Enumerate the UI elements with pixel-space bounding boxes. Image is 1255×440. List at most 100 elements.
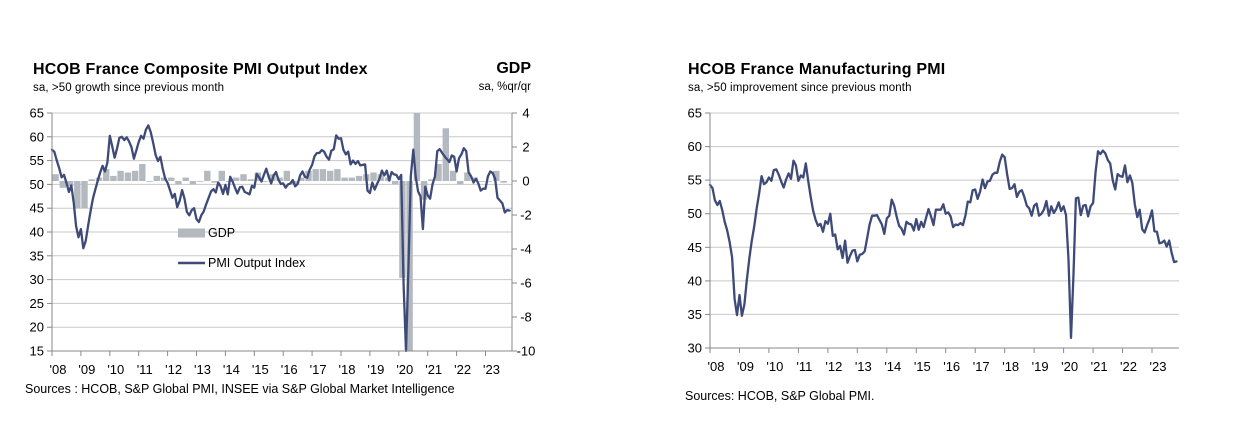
- gdp-axis-title: GDP: [496, 60, 531, 77]
- chart-title: HCOB France Manufacturing PMI: [688, 61, 946, 78]
- x-axis-tick-label: '19: [1032, 359, 1049, 374]
- y-axis-tick-label: 30: [30, 272, 44, 287]
- gdp-bar: [110, 175, 117, 181]
- gdp-bar: [283, 170, 290, 181]
- gdp-bar: [464, 172, 471, 181]
- legend: GDP PMI Output Index: [178, 226, 306, 270]
- gdp-bar: [449, 170, 457, 181]
- chart-subtitle: sa, >50 improvement since previous month: [688, 82, 912, 94]
- x-axis-tick-label: '15: [914, 359, 931, 374]
- gdp-bar: [103, 169, 110, 181]
- x-axis-tick-label: '15: [252, 362, 269, 377]
- x-axis-tick-label: '09: [737, 359, 754, 374]
- x-axis-tick-label: '10: [107, 362, 124, 377]
- gdp-bar: [139, 164, 146, 181]
- x-axis-tick-label: '20: [396, 362, 413, 377]
- composite-pmi-plot: 15 20 25 30 35 40 45 50 55 60 65 -10 -8 -6 -4 -2 0 2 4 '08 '…: [30, 106, 536, 378]
- x-axis-tick-label: '09: [78, 362, 95, 377]
- manufacturing-pmi-plot: 30 35 40 45 50 55 60 65 '08 '09 '10 '11 '12 '13 '14 '15…: [688, 106, 1179, 374]
- y-axis-tick-label: 40: [688, 273, 702, 288]
- y-axis-tick-label: 55: [688, 173, 702, 188]
- x-axis-tick-label: '11: [796, 359, 812, 374]
- gdp-bar: [392, 181, 399, 185]
- gdp-bar: [261, 181, 269, 182]
- y-axis-tick-label: 65: [688, 106, 702, 121]
- x-axis-tick-label: '10: [766, 359, 783, 374]
- chart-title: HCOB France Composite PMI Output Index: [33, 61, 368, 78]
- pmi-line-group: [50, 124, 511, 353]
- gdp-bar: [211, 181, 218, 183]
- pmi-line: [50, 124, 511, 353]
- right-axis-tick-label: -6: [520, 276, 532, 291]
- y-axis-tick-label: 20: [30, 320, 44, 335]
- gdp-bar: [334, 169, 341, 181]
- x-axis-tick-label: '17: [310, 362, 327, 377]
- gdp-bar: [355, 175, 363, 181]
- legend-label: PMI Output Index: [208, 256, 306, 270]
- x-axis-tick-label: '08: [50, 362, 67, 377]
- right-axis-tick-label: -4: [520, 242, 532, 257]
- y-axis-tick-label: 65: [30, 106, 44, 121]
- y-axis-tick-label: 25: [30, 296, 44, 311]
- x-axis-tick-label: '16: [281, 362, 298, 377]
- legend-item-gdp: GDP: [178, 226, 235, 240]
- gdp-bar: [500, 181, 507, 183]
- gdp-bar: [413, 113, 421, 181]
- gdp-bar: [319, 169, 327, 181]
- gdp-bar: [428, 179, 435, 181]
- right-axis-tick-label: -2: [520, 208, 532, 223]
- x-axis-tick-label: '23: [1150, 359, 1167, 374]
- gdp-bar: [117, 170, 124, 181]
- y-axis-tick-label: 60: [30, 129, 44, 144]
- legend-bar-swatch: [178, 228, 205, 238]
- y-axis-tick-label: 50: [688, 206, 702, 221]
- x-axis-tick-label: '22: [454, 362, 471, 377]
- x-axis-tick-label: '19: [367, 362, 384, 377]
- gdp-bar: [88, 179, 95, 181]
- gdp-bar: [59, 181, 66, 188]
- y-axis-tick-label: 40: [30, 225, 44, 240]
- gdp-bar: [131, 170, 139, 181]
- gdp-axis-subheader: sa, %qr/qr: [400, 81, 531, 93]
- gdp-bar: [327, 170, 334, 181]
- y-axis-tick-label: 15: [30, 344, 44, 359]
- right-axis-tick-label: 2: [522, 140, 529, 155]
- x-axis-tick-label: '08: [708, 359, 725, 374]
- x-axis-tick-label: '17: [973, 359, 990, 374]
- gdp-axis-subtitle: sa, %qr/qr: [478, 81, 531, 93]
- gdp-bar: [341, 177, 348, 181]
- gdp-bar: [442, 128, 449, 181]
- x-axis-tick-label: '11: [137, 362, 153, 377]
- gdp-bar: [493, 170, 500, 181]
- gdp-bar: [153, 175, 160, 181]
- gdp-bar: [81, 181, 88, 209]
- y-axis-tick-label: 30: [688, 341, 702, 356]
- gdp-bar: [276, 177, 283, 181]
- gdp-bar: [247, 179, 254, 181]
- pmi-line-group: [708, 149, 1178, 340]
- pmi-line: [708, 149, 1178, 340]
- gdp-bar: [370, 172, 377, 181]
- y-axis-tick-label: 50: [30, 177, 44, 192]
- x-axis-tick-label: '16: [943, 359, 960, 374]
- gdp-bar: [189, 181, 197, 185]
- x-axis-tick-label: '21: [425, 362, 442, 377]
- right-axis-tick-label: -8: [520, 310, 532, 325]
- gdp-bar: [66, 181, 74, 187]
- x-axis-tick-label: '12: [825, 359, 842, 374]
- gdp-bar: [457, 181, 464, 185]
- gdp-bar: [218, 170, 225, 181]
- x-axis-tick-label: '14: [223, 362, 240, 377]
- gdp-bar: [348, 177, 355, 181]
- gridlines: [710, 112, 1179, 315]
- x-axis-tick-label: '14: [884, 359, 901, 374]
- gdp-bar: [233, 177, 240, 181]
- gdp-bar: [182, 177, 189, 181]
- y-axis-tick-label: 35: [688, 307, 702, 322]
- gdp-bar: [478, 181, 486, 182]
- gdp-bar: [435, 164, 442, 181]
- gdp-bar: [74, 181, 81, 209]
- gdp-axis-header: GDP: [400, 60, 531, 78]
- gdp-bar: [196, 181, 204, 182]
